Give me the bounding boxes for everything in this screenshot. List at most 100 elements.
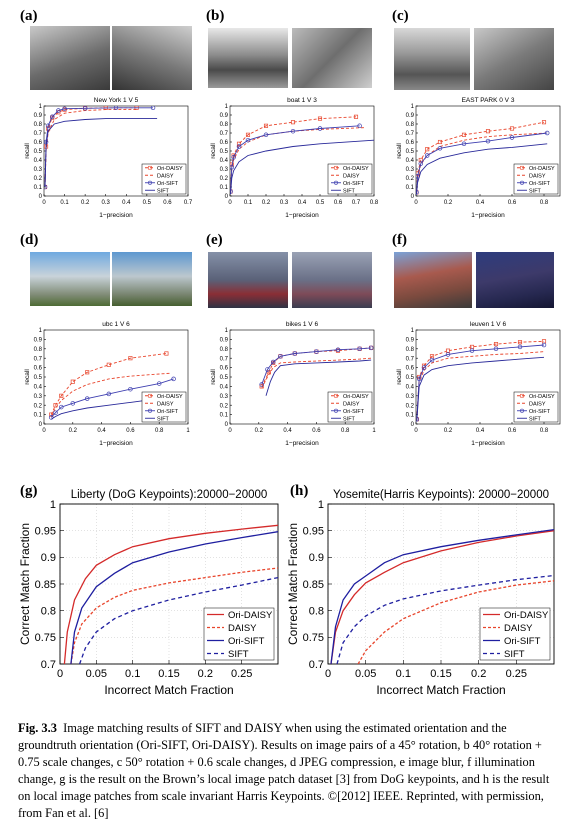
chart-c-ytick-label-3: 0.3 [406, 167, 415, 173]
chart-f-legend-label-2: Ori-SIFT [529, 409, 551, 415]
chart-b-legend-label-2: Ori-SIFT [343, 181, 365, 187]
chart-g-ytick-label-4: 0.9 [41, 552, 56, 564]
chart-c-point-2-4 [437, 146, 443, 151]
chart-f-point-0-8 [541, 339, 547, 344]
chart-g-liberty: Liberty (DoG Keypoints):20000−20000 0 0.05… [18, 489, 279, 697]
chart-h-xtick-label-4: 0.2 [471, 668, 486, 680]
chart-g-ytick-label-2: 0.8 [41, 606, 56, 618]
chart-a-ytick-label-1: 0.1 [34, 185, 43, 191]
chart-a-legend-label-2: Ori-SIFT [157, 181, 179, 187]
chart-h-legend-label-0: Ori-DAISY [504, 610, 549, 621]
chart-c-eastpark: EAST PARK 0 V 3 0 0.2 0.4 0.6 0.8 0 0.1 0.2 0.3 0.… [396, 97, 561, 219]
chart-b-legend-label-0: Ori-DAISY [343, 166, 369, 172]
chart-e-ylabel: recall [210, 369, 217, 385]
chart-a-newyork: New York 1 V 5 0 0.1 0.2 0.3 0.4 0.5 0.6 0.7 0 0.1… [24, 97, 193, 219]
chart-d-legend-label-0: Ori-DAISY [157, 394, 183, 400]
chart-h-line-2 [330, 528, 554, 664]
chart-c-point-2-5 [461, 141, 467, 147]
chart-b-point-2-3 [236, 144, 242, 149]
chart-b-point-0-6 [290, 120, 296, 125]
chart-a-ytick-label-4: 0.4 [34, 158, 43, 164]
panel-label-d: (d) [20, 232, 39, 248]
chart-b-ytick-label-0: 0 [225, 194, 229, 200]
chart-g-xtick-label-4: 0.2 [198, 668, 213, 680]
chart-f-point-2-7 [517, 344, 523, 350]
chart-g-series-1 [70, 567, 278, 664]
chart-d-series-0 [49, 351, 169, 417]
chart-e-point-2-7 [357, 346, 362, 352]
caption-label: Fig. 3.3 [18, 721, 57, 735]
chart-f-point-2-4 [445, 352, 451, 357]
chart-g-line-2 [70, 531, 278, 664]
chart-b-xtick-label-3: 0.3 [280, 200, 289, 206]
chart-h-ytick-label-2: 0.8 [309, 606, 324, 618]
chart-d-ytick-label-8: 0.8 [34, 347, 43, 353]
chart-f-title: leuven 1 V 6 [470, 321, 507, 328]
chart-f-xtick-label-4: 0.8 [540, 428, 549, 434]
chart-f-ytick-label-2: 0.2 [406, 403, 415, 409]
chart-g-ytick-label-6: 1 [50, 499, 56, 511]
photo-eastpark-0 [394, 28, 470, 90]
chart-e-legend-label-3: SIFT [343, 416, 356, 422]
chart-e-point-2-3 [278, 354, 283, 359]
chart-b-point-0-4 [245, 132, 251, 137]
chart-b-point-0-5 [263, 123, 269, 128]
chart-b-boat: boat 1 V 3 0 0.1 0.2 0.3 0.4 0.5 0.6 0.7 0.8 0 0.1 0… [210, 97, 379, 219]
chart-g-legend-label-3: SIFT [228, 649, 249, 660]
chart-h-xtick-label-3: 0.15 [430, 668, 451, 680]
chart-f-point-2-8 [541, 342, 547, 348]
photo-newyork-5 [112, 26, 192, 90]
chart-a-line-2 [44, 107, 153, 188]
chart-c-ytick-label-6: 0.6 [406, 140, 415, 146]
chart-a-point-2-3 [49, 114, 55, 120]
chart-e-ytick-label-2: 0.2 [220, 403, 229, 409]
chart-g-legend-label-1: DAISY [228, 623, 257, 634]
chart-d-ytick-label-7: 0.7 [34, 356, 43, 362]
chart-d-ytick-label-4: 0.4 [34, 385, 43, 391]
chart-h-line-3 [336, 574, 554, 664]
chart-c-point-2-8 [544, 130, 550, 136]
chart-d-point-2-1 [53, 410, 58, 415]
chart-e-legend-label-1: DAISY [343, 401, 360, 407]
chart-h-series-2 [330, 528, 554, 664]
chart-e-ytick-label-6: 0.6 [220, 366, 229, 372]
chart-h-ylabel: Correct Match Fraction [286, 523, 300, 645]
photo-bikes-6 [292, 252, 372, 308]
chart-a-legend-label-0: Ori-DAISY [157, 166, 183, 172]
chart-a-ytick-label-9: 0.9 [34, 113, 43, 119]
chart-a-legend-marker-2 [148, 180, 153, 185]
chart-a-xtick-label-1: 0.1 [60, 200, 69, 206]
chart-h-line-0 [330, 530, 554, 664]
chart-f-line-2 [416, 344, 545, 420]
chart-e-series-1 [261, 357, 372, 389]
chart-b-legend-marker-0 [334, 165, 338, 170]
chart-d-point-0-3 [70, 379, 75, 384]
chart-c-line-3 [416, 143, 548, 195]
panel-label-a: (a) [20, 8, 38, 24]
chart-b-ylabel: recall [210, 143, 217, 159]
chart-a-ytick-label-7: 0.7 [34, 131, 43, 137]
chart-g-series-3 [78, 576, 278, 664]
chart-a-series-3 [44, 118, 158, 188]
chart-f-point-0-6 [493, 342, 499, 347]
chart-e-xtick-label-4: 0.8 [341, 428, 350, 434]
chart-h-xtick-label-0: 0 [325, 668, 331, 680]
chart-g-line-1 [70, 567, 278, 664]
chart-b-point-2-4 [245, 137, 251, 143]
figure-caption: Fig. 3.3 Image matching results of SIFT … [18, 720, 558, 822]
chart-e-xtick-label-5: 1 [372, 428, 376, 434]
chart-d-line-2 [50, 378, 174, 418]
chart-d-point-0-2 [59, 393, 64, 398]
chart-d-ytick-label-10: 1 [39, 328, 43, 334]
chart-d-xlabel: 1−precision [99, 440, 133, 447]
caption-text: Image matching results of SIFT and DAISY… [18, 721, 550, 820]
chart-g-legend-label-2: Ori-SIFT [228, 636, 265, 647]
chart-c-ytick-label-4: 0.4 [406, 158, 415, 164]
chart-b-point-2-1 [230, 164, 235, 170]
chart-g-ylabel: Correct Match Fraction [18, 523, 32, 645]
chart-f-ytick-label-7: 0.7 [406, 356, 415, 362]
chart-d-legend-label-3: SIFT [157, 416, 170, 422]
chart-h-series-3 [336, 574, 554, 664]
chart-c-series-3 [416, 143, 548, 195]
chart-f-xtick-label-0: 0 [414, 428, 418, 434]
